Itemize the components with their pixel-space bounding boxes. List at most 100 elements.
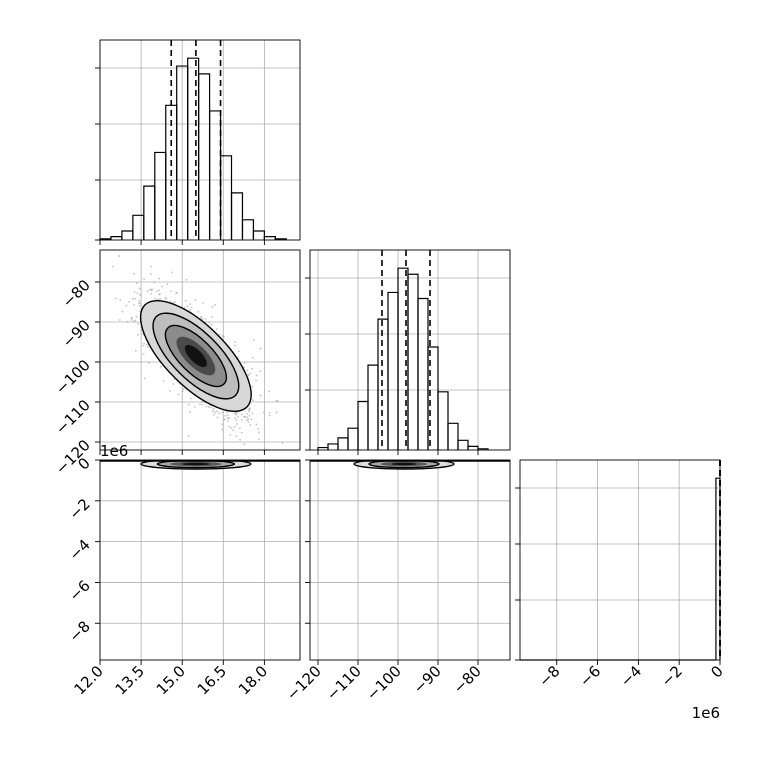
scatter-point bbox=[275, 411, 278, 414]
scatter-point bbox=[153, 281, 156, 284]
x-tick-label: −90 bbox=[410, 662, 445, 697]
y-tick-label: −6 bbox=[65, 577, 93, 605]
scatter-point bbox=[281, 442, 284, 444]
scatter-point bbox=[218, 412, 221, 414]
scatter-point bbox=[148, 361, 150, 364]
scatter-point bbox=[154, 297, 157, 300]
scatter-point bbox=[172, 383, 175, 385]
scatter-point bbox=[138, 299, 141, 302]
scatter-point bbox=[142, 344, 145, 347]
scatter-point bbox=[166, 283, 169, 286]
scatter-point bbox=[230, 427, 233, 429]
scatter-point bbox=[236, 423, 238, 425]
scatter-point bbox=[212, 407, 215, 410]
x-tick-label: −120 bbox=[283, 662, 325, 704]
scatter-point bbox=[216, 416, 219, 419]
scatter-point bbox=[249, 372, 252, 375]
density-contour bbox=[164, 324, 228, 388]
scatter-point bbox=[226, 420, 229, 422]
y-tick-label: −8 bbox=[65, 617, 93, 645]
scatter-point bbox=[151, 288, 153, 291]
scatter-point bbox=[235, 419, 237, 421]
scatter-point bbox=[177, 393, 180, 396]
scatter-point bbox=[138, 287, 141, 290]
histogram-bar bbox=[274, 238, 287, 240]
scatter-point bbox=[197, 310, 200, 313]
histogram-bar bbox=[110, 236, 123, 240]
scatter-point bbox=[239, 438, 241, 441]
scatter-point bbox=[159, 293, 161, 296]
histogram-bar bbox=[252, 230, 265, 240]
scatter-point bbox=[200, 315, 203, 318]
scatter-point bbox=[190, 306, 193, 309]
scatter-point bbox=[137, 323, 139, 325]
scatter-point bbox=[259, 347, 262, 350]
scatter-point bbox=[169, 300, 172, 303]
marginal-panel-0 bbox=[95, 39, 301, 241]
scatter-point bbox=[186, 305, 189, 308]
scatter-point bbox=[138, 304, 141, 307]
density-fill bbox=[391, 462, 417, 466]
scatter-point bbox=[251, 356, 254, 359]
scatter-point bbox=[246, 416, 248, 419]
scatter-point bbox=[262, 411, 265, 414]
histogram-bar bbox=[387, 291, 399, 450]
scatter-point bbox=[240, 418, 243, 421]
y-tick-label: −110 bbox=[52, 396, 94, 438]
scatter-point bbox=[276, 400, 279, 402]
scatter-point bbox=[181, 390, 184, 392]
joint-panel-0-2 bbox=[99, 459, 301, 661]
scatter-point bbox=[226, 417, 229, 420]
histogram-bar bbox=[241, 219, 255, 240]
histogram-bar bbox=[447, 422, 459, 450]
x-tick-label: −100 bbox=[363, 662, 405, 704]
y-tick-label: −100 bbox=[52, 356, 94, 398]
scatter-point bbox=[250, 418, 253, 421]
scatter-point bbox=[150, 265, 152, 268]
scatter-point bbox=[156, 290, 158, 293]
scatter-point bbox=[134, 319, 136, 322]
scatter-point bbox=[208, 321, 211, 324]
scatter-point bbox=[243, 361, 246, 364]
histogram-bar bbox=[154, 151, 167, 240]
scatter-point bbox=[169, 290, 172, 293]
histogram-bar bbox=[357, 400, 369, 450]
density-contour bbox=[139, 299, 252, 413]
scatter-point bbox=[189, 397, 192, 400]
scatter-point bbox=[258, 438, 260, 441]
scatter-point bbox=[247, 418, 250, 421]
scatter-point bbox=[199, 403, 201, 406]
histogram-bar bbox=[327, 443, 339, 450]
scatter-point bbox=[158, 277, 160, 280]
scatter-point bbox=[237, 350, 240, 353]
scatter-point bbox=[133, 304, 136, 306]
scatter-point bbox=[147, 345, 149, 348]
density-contour bbox=[152, 312, 240, 400]
scatter-point bbox=[228, 417, 231, 419]
scatter-point bbox=[201, 400, 203, 403]
scatter-point bbox=[182, 387, 185, 390]
scatter-point bbox=[133, 272, 135, 275]
scatter-point bbox=[248, 456, 250, 458]
scatter-point bbox=[205, 318, 207, 320]
scatter-point bbox=[131, 298, 134, 300]
histogram-bar bbox=[417, 297, 429, 450]
scatter-point bbox=[248, 414, 251, 417]
scatter-point bbox=[243, 366, 246, 369]
scatter-point bbox=[189, 411, 192, 414]
scatter-point bbox=[214, 304, 216, 306]
histogram-bar bbox=[377, 318, 389, 450]
scatter-point bbox=[268, 414, 271, 417]
histogram-bar bbox=[437, 391, 449, 450]
scatter-point bbox=[210, 323, 213, 326]
joint-content bbox=[100, 460, 300, 470]
joint-panel-1-2 bbox=[309, 459, 511, 661]
scatter-point bbox=[187, 403, 190, 406]
scatter-point bbox=[160, 365, 162, 368]
scatter-point bbox=[189, 308, 192, 311]
scatter-point bbox=[275, 399, 278, 402]
x-tick-label: −80 bbox=[450, 662, 485, 697]
scatter-point bbox=[202, 301, 205, 304]
scatter-point bbox=[234, 344, 236, 347]
scatter-point bbox=[211, 306, 214, 308]
